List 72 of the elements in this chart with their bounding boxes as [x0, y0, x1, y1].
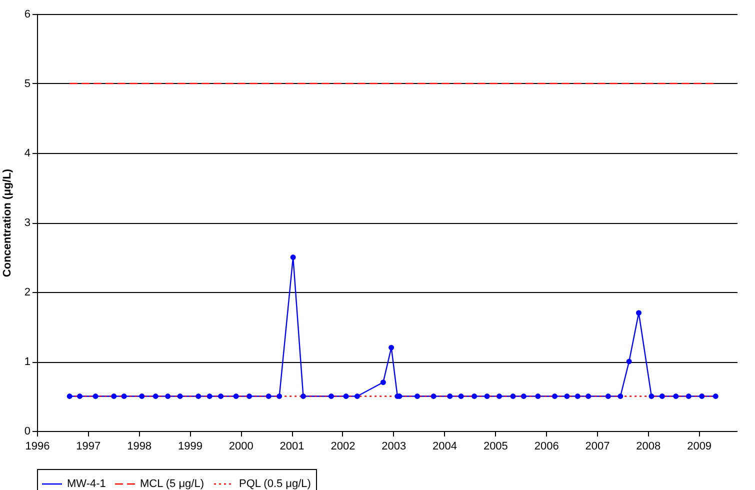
- x-tick-label: 1998: [127, 440, 152, 452]
- point: [484, 394, 490, 399]
- point: [343, 394, 349, 399]
- x-tick-label: 2001: [280, 440, 304, 452]
- x-tick-label: 1999: [178, 440, 202, 452]
- point: [290, 254, 296, 260]
- x-tick-label: 2008: [636, 440, 661, 452]
- legend-label: PQL (0.5 μg/L): [239, 478, 311, 490]
- legend-label: MCL (5 μg/L): [140, 478, 204, 490]
- point: [165, 394, 171, 399]
- point: [699, 394, 705, 399]
- point: [673, 394, 679, 399]
- point: [121, 394, 127, 399]
- point: [246, 394, 252, 399]
- point: [266, 394, 272, 399]
- point: [77, 394, 83, 399]
- point: [206, 394, 212, 399]
- point: [472, 394, 478, 399]
- point: [520, 394, 526, 399]
- point: [430, 394, 436, 399]
- point: [328, 394, 334, 399]
- x-tick-label: 2004: [432, 440, 458, 452]
- point: [300, 394, 306, 399]
- point: [574, 394, 580, 399]
- x-tick-label: 2009: [687, 440, 712, 452]
- point: [447, 394, 453, 399]
- point: [586, 394, 592, 399]
- point: [510, 394, 516, 399]
- point: [388, 344, 394, 350]
- y-tick-label: 3: [24, 217, 30, 229]
- point: [414, 394, 420, 399]
- y-tick-label: 4: [24, 148, 30, 160]
- y-tick-label: 0: [24, 426, 30, 438]
- point: [354, 394, 360, 399]
- y-tick-label: 1: [24, 356, 30, 368]
- x-tick-label: 1997: [76, 440, 101, 452]
- x-tick-label: 2006: [534, 440, 559, 452]
- point: [686, 394, 692, 399]
- point: [626, 358, 632, 364]
- point: [233, 394, 239, 399]
- x-tick-label: 1996: [25, 440, 50, 452]
- point: [139, 394, 145, 399]
- point: [111, 394, 117, 399]
- y-tick-label: 2: [24, 286, 30, 298]
- point: [618, 394, 624, 399]
- point: [605, 394, 611, 399]
- x-tick-label: 2000: [228, 440, 254, 452]
- x-tick-label: 2003: [382, 440, 406, 452]
- point: [496, 394, 502, 399]
- point: [177, 394, 183, 399]
- point: [458, 394, 464, 399]
- point: [552, 394, 558, 399]
- point: [92, 394, 98, 399]
- point: [535, 394, 541, 399]
- point: [659, 394, 665, 399]
- legend-label: MW-4-1: [67, 478, 106, 490]
- y-tick-label: 6: [24, 8, 30, 20]
- point: [218, 394, 224, 399]
- point: [196, 394, 202, 399]
- y-axis-title: Concentration (μg/L): [1, 168, 14, 278]
- x-tick-label: 2002: [330, 440, 356, 452]
- x-tick-label: 2005: [483, 440, 508, 452]
- point: [712, 394, 718, 399]
- point: [152, 394, 158, 399]
- point: [636, 310, 642, 316]
- point: [66, 394, 72, 399]
- point: [564, 394, 570, 399]
- point: [276, 394, 282, 399]
- x-tick-label: 2007: [585, 440, 610, 452]
- y-tick-label: 5: [24, 78, 30, 90]
- point: [648, 394, 654, 399]
- point: [380, 380, 386, 386]
